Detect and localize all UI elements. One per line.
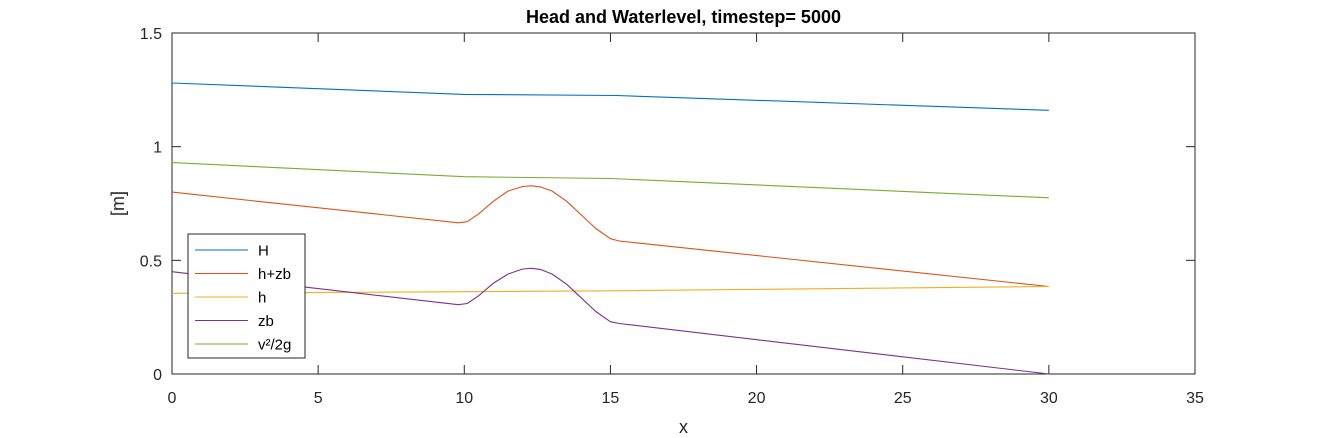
chart-title: Head and Waterlevel, timestep= 5000 xyxy=(526,7,841,27)
legend-label: h+zb xyxy=(258,266,291,283)
legend-label: zb xyxy=(258,313,274,330)
x-tick-label: 20 xyxy=(748,390,766,407)
y-axis: 0 0.5 1 1.5 xyxy=(140,26,1195,384)
x-tick-label: 35 xyxy=(1186,390,1204,407)
plot-area xyxy=(171,32,1196,375)
series-line-h xyxy=(171,82,1049,111)
x-tick-label: 30 xyxy=(1040,390,1058,407)
series-line-h xyxy=(171,285,1049,294)
legend-box xyxy=(187,233,306,359)
legend: Hh+zb h zb v²/2g xyxy=(187,233,306,359)
series-line-h-zb xyxy=(171,185,1049,288)
legend-label: h xyxy=(258,290,266,307)
x-tick-label: 0 xyxy=(168,390,177,407)
y-tick-label: 1.5 xyxy=(140,26,162,43)
series-line-v-2g xyxy=(171,162,1049,199)
y-tick-label: 0.5 xyxy=(140,253,162,270)
x-tick-label: 25 xyxy=(894,390,912,407)
x-axis-label: x xyxy=(679,417,688,437)
legend-label: v²/2g xyxy=(258,337,291,354)
y-tick-label: 1 xyxy=(153,140,162,157)
y-tick-label: 0 xyxy=(153,367,162,384)
legend-entries: Hh+zb h zb v²/2g xyxy=(195,243,291,354)
x-axis: 0 5 10 15 20 25 30 35 xyxy=(168,33,1204,407)
series-lines xyxy=(171,82,1049,375)
series-line-zb xyxy=(171,267,1049,375)
y-axis-label: [m] xyxy=(108,191,128,216)
x-tick-label: 5 xyxy=(314,390,323,407)
legend-label: H xyxy=(258,243,269,260)
x-tick-label: 15 xyxy=(602,390,620,407)
x-tick-label: 10 xyxy=(455,390,473,407)
